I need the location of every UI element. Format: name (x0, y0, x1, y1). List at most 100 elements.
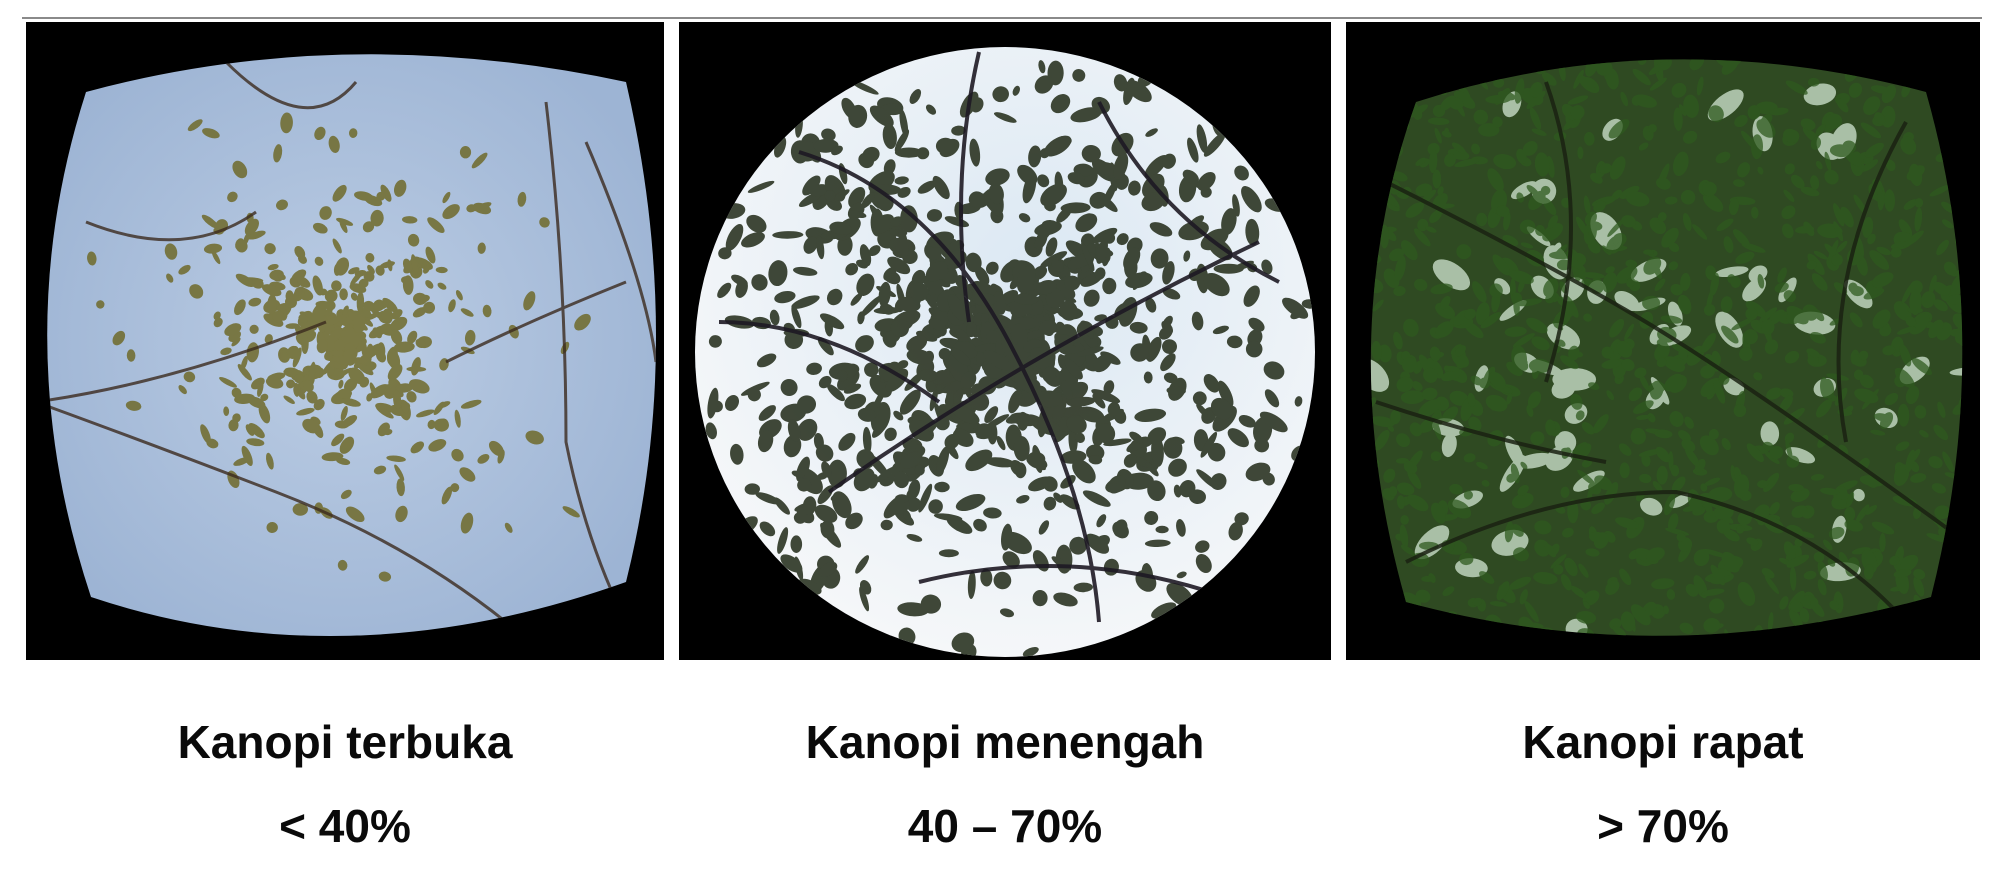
leaf-cluster (969, 138, 981, 167)
leaf-cluster (1700, 365, 1715, 379)
leaf-cluster (1545, 419, 1556, 436)
leaf-cluster (1370, 500, 1373, 519)
leaf-cluster (1621, 358, 1635, 372)
leaf-cluster (1881, 84, 1897, 104)
leaf-cluster (1657, 212, 1667, 222)
leaf-cluster (757, 430, 774, 453)
leaf-cluster (357, 363, 374, 376)
leaf-cluster (1534, 539, 1551, 557)
leaf-cluster (1961, 270, 1963, 285)
leaf-cluster (1833, 203, 1845, 227)
leaf-cluster (1869, 250, 1890, 270)
leaf-cluster (858, 152, 875, 169)
leaf-cluster (96, 300, 105, 309)
leaf-cluster (1836, 98, 1849, 113)
leaf-cluster (793, 266, 818, 276)
leaf-cluster (1581, 421, 1595, 435)
leaf-cluster (1968, 176, 1980, 199)
leaf-cluster (1043, 496, 1057, 511)
leaf-cluster (1069, 536, 1087, 555)
leaf-cluster (386, 455, 406, 462)
leaf-cluster (1528, 190, 1546, 211)
leaf-cluster (1693, 549, 1710, 567)
leaf-cluster (1789, 609, 1803, 629)
leaf-cluster (1640, 497, 1663, 516)
leaf-cluster (331, 433, 345, 447)
leaf-cluster (1685, 33, 1709, 58)
leaf-cluster (1696, 76, 1704, 96)
leaf-cluster (818, 561, 838, 577)
leaf-cluster (1606, 390, 1615, 401)
leaf-cluster (821, 461, 832, 478)
leaf-cluster (416, 409, 435, 418)
leaf-cluster (1441, 406, 1459, 423)
caption-percentage: < 40% (279, 800, 411, 852)
canopy-photo-dense (1346, 22, 1980, 660)
leaf-cluster (1813, 551, 1825, 563)
leaf-cluster (340, 405, 348, 421)
leaf-cluster (1827, 558, 1836, 567)
leaf-cluster (314, 256, 324, 266)
leaf-cluster (1264, 389, 1280, 408)
leaf-cluster (1053, 592, 1078, 607)
leaf-cluster (975, 423, 993, 439)
leaf-cluster (717, 282, 732, 299)
leaf-cluster (286, 345, 300, 359)
leaf-cluster (908, 479, 921, 500)
leaf-cluster (1570, 585, 1587, 599)
leaf-cluster (1721, 438, 1731, 451)
leaf-cluster (1059, 300, 1078, 321)
leaf-cluster (1002, 551, 1020, 568)
leaf-cluster (1721, 59, 1739, 75)
leaf-cluster (1588, 382, 1600, 390)
leaf-cluster (1661, 227, 1679, 248)
leaf-cluster (791, 305, 802, 329)
leaf-cluster (707, 387, 719, 419)
leaf-cluster (1650, 259, 1662, 279)
leaf-cluster (1049, 22, 1075, 42)
leaf-cluster (213, 311, 221, 321)
leaf-cluster (1489, 283, 1503, 298)
leaf-cluster (1598, 163, 1612, 174)
leaf-cluster (1206, 96, 1223, 112)
leaf-cluster (353, 311, 366, 333)
leaf-cluster (348, 267, 360, 275)
leaf-cluster (1035, 390, 1063, 408)
leaf-cluster (1956, 27, 1976, 48)
leaf-cluster (1961, 126, 1963, 138)
leaf-cluster (797, 478, 812, 492)
leaf-cluster (367, 264, 375, 275)
leaf-cluster (1570, 105, 1585, 120)
leaf-cluster (1894, 24, 1906, 33)
leaf-cluster (231, 337, 241, 347)
leaf-cluster (1130, 343, 1149, 362)
leaf-cluster (1785, 447, 1816, 464)
leaf-cluster (1196, 403, 1208, 417)
leaf-cluster (784, 330, 804, 350)
leaf-cluster (1769, 107, 1789, 116)
leaf-cluster (1261, 259, 1273, 275)
leaf-cluster (264, 243, 276, 255)
leaf-cluster (1670, 464, 1680, 477)
leaf-cluster (1893, 464, 1910, 486)
leaf-cluster (332, 238, 342, 254)
leaf-cluster (1352, 467, 1368, 480)
leaf-cluster (1747, 105, 1761, 120)
leaf-cluster (1789, 600, 1803, 613)
leaf-cluster (178, 385, 187, 395)
leaf-cluster (1677, 294, 1692, 315)
leaf-cluster (1540, 185, 1551, 196)
leaf-cluster (1370, 506, 1382, 529)
leaf-cluster (1584, 131, 1595, 146)
leaf-cluster (1963, 596, 1975, 608)
leaf-cluster (1735, 251, 1755, 264)
leaf-cluster (1189, 489, 1206, 505)
leaf-cluster (1682, 212, 1692, 232)
leaf-cluster (843, 383, 862, 394)
leaf-cluster (1113, 152, 1129, 180)
leaf-cluster (855, 335, 874, 353)
leaf-cluster (985, 457, 1015, 468)
leaf-cluster (247, 230, 266, 240)
leaf-cluster (1352, 552, 1370, 570)
leaf-cluster (183, 371, 196, 383)
